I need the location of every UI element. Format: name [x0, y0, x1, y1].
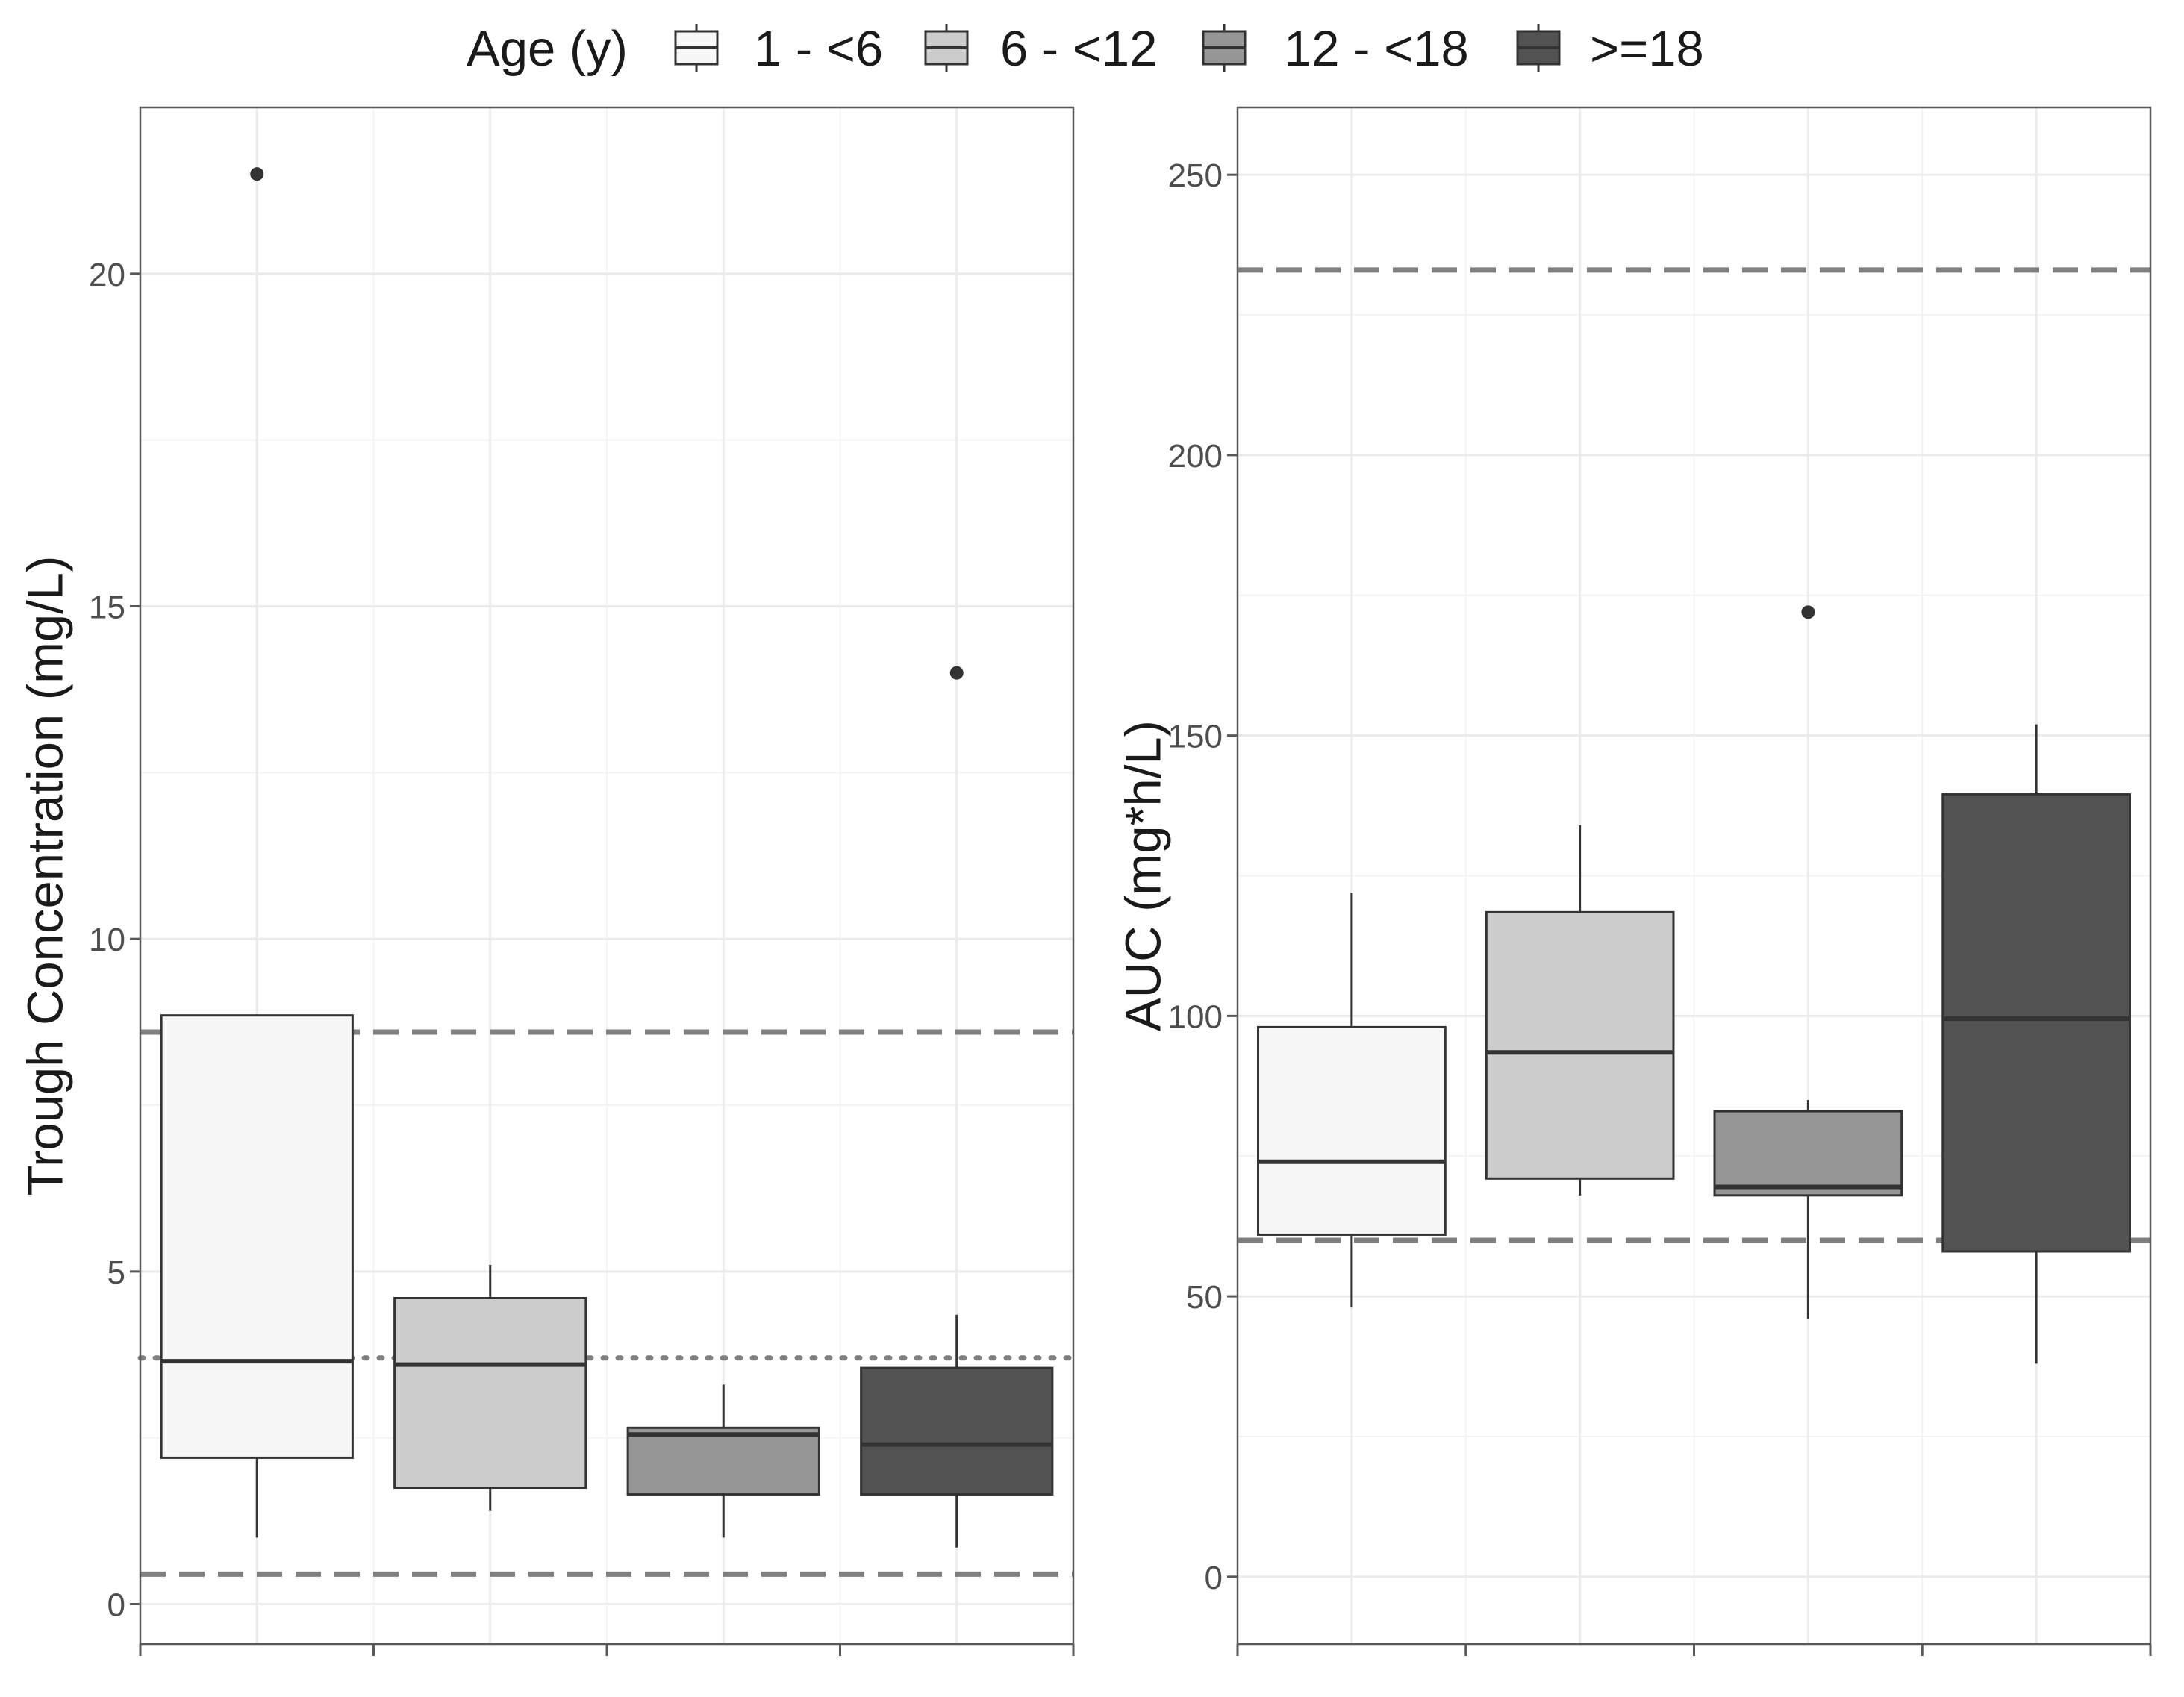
box-1 — [1257, 893, 1447, 1308]
y-tick-label: 15 — [89, 590, 125, 626]
legend-entries: 1 - <6 6 - <12 12 - <18 >=18 — [674, 21, 1704, 77]
outlier-point — [949, 666, 964, 680]
box-2 — [1485, 825, 1675, 1196]
legend-label: >=18 — [1590, 21, 1704, 77]
legend-entry-1: 1 - <6 — [674, 21, 883, 77]
left-y-axis-title: Trough Concentration (mg/L) — [18, 556, 74, 1196]
right-boxes — [1257, 605, 2131, 1364]
panel-auc: 0 50 100 150 200 250 AUC (mg*h/L) — [1116, 106, 2152, 1656]
right-y-axis-title: AUC (mg*h/L) — [1116, 720, 1172, 1031]
box-2 — [393, 1264, 587, 1511]
y-tick-label: 10 — [89, 922, 125, 958]
y-tick-label: 5 — [107, 1254, 125, 1291]
left-y-ticks: 0 5 10 15 20 — [89, 257, 140, 1624]
box-iqr — [626, 1426, 820, 1496]
outlier-point — [250, 167, 264, 181]
legend-title: Age (y) — [467, 21, 628, 77]
y-tick-label: 0 — [1205, 1560, 1223, 1596]
box-1 — [160, 167, 354, 1538]
y-tick-label: 50 — [1186, 1279, 1223, 1316]
panel-trough: 0 5 10 15 20 Trough Concentration (mg/L) — [18, 106, 1076, 1656]
box-iqr — [1941, 793, 2131, 1253]
y-tick-label: 0 — [107, 1587, 125, 1624]
y-tick-label: 100 — [1168, 998, 1223, 1035]
legend-label: 6 - <12 — [1000, 21, 1157, 77]
y-tick-label: 200 — [1168, 438, 1223, 475]
box-iqr — [1257, 1025, 1447, 1236]
box-4 — [1941, 724, 2131, 1364]
left-x-ticks — [139, 1644, 1075, 1656]
box-3 — [626, 1384, 820, 1538]
legend: Age (y) 1 - <6 6 - <12 12 - <18 >=18 — [467, 21, 1704, 77]
legend-entry-2: 6 - <12 — [924, 21, 1157, 77]
legend-label: 1 - <6 — [754, 21, 883, 77]
box-iqr — [1713, 1110, 1903, 1197]
y-tick-label: 150 — [1168, 719, 1223, 755]
right-y-ticks: 0 50 100 150 200 250 — [1168, 157, 1238, 1596]
y-tick-label: 250 — [1168, 157, 1223, 194]
box-iqr — [860, 1366, 1054, 1496]
box-3 — [1713, 605, 1903, 1319]
box-iqr — [393, 1297, 587, 1490]
y-tick-label: 20 — [89, 257, 125, 293]
box-iqr — [1485, 910, 1675, 1180]
legend-label: 12 - <18 — [1284, 21, 1469, 77]
box-4 — [860, 666, 1054, 1548]
right-x-ticks — [1236, 1644, 2152, 1656]
left-boxes — [160, 167, 1054, 1548]
legend-entry-4: >=18 — [1516, 21, 1704, 77]
legend-entry-3: 12 - <18 — [1202, 21, 1469, 77]
outlier-point — [1801, 605, 1815, 619]
box-iqr — [160, 1014, 354, 1459]
